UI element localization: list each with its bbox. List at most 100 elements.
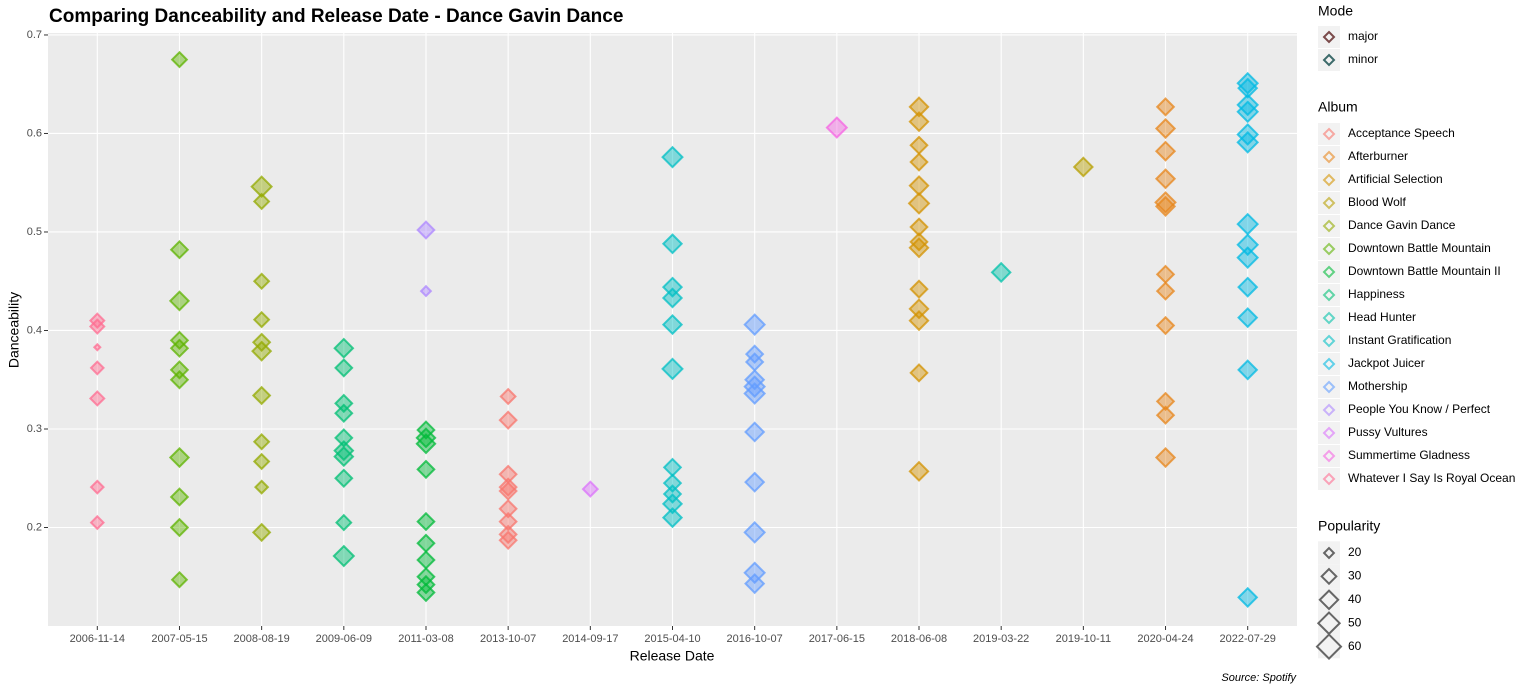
point bbox=[251, 340, 273, 362]
legend-label: 40 bbox=[1348, 592, 1362, 606]
point bbox=[498, 499, 518, 519]
x-tick-label: 2019-10-11 bbox=[1056, 633, 1111, 645]
legend-label: 30 bbox=[1348, 569, 1362, 583]
point bbox=[909, 279, 929, 299]
x-tick-label: 2009-06-09 bbox=[316, 633, 372, 645]
point bbox=[334, 403, 354, 423]
point bbox=[253, 479, 270, 495]
point bbox=[252, 433, 271, 451]
legend-label: major bbox=[1348, 29, 1378, 43]
point bbox=[743, 561, 767, 585]
point bbox=[908, 96, 930, 118]
point bbox=[744, 573, 766, 595]
point bbox=[332, 544, 356, 568]
legend-key bbox=[1318, 376, 1340, 398]
point bbox=[1155, 281, 1176, 301]
point bbox=[92, 342, 102, 352]
point bbox=[661, 276, 684, 298]
point bbox=[415, 433, 437, 455]
point bbox=[169, 239, 190, 260]
legend-symbol bbox=[1322, 546, 1336, 560]
point bbox=[908, 460, 930, 482]
legend-key bbox=[1318, 146, 1340, 168]
x-tick-label: 2008-08-19 bbox=[234, 633, 290, 645]
point bbox=[88, 390, 106, 407]
point bbox=[170, 570, 189, 589]
x-tick-label: 2020-04-24 bbox=[1137, 633, 1193, 645]
point bbox=[662, 473, 683, 493]
point bbox=[661, 493, 684, 515]
point bbox=[89, 514, 105, 531]
point bbox=[744, 369, 766, 391]
point bbox=[334, 358, 354, 378]
legend-label: Downtown Battle Mountain bbox=[1348, 241, 1491, 255]
legend-symbol bbox=[1318, 589, 1340, 611]
point bbox=[743, 313, 767, 336]
point bbox=[908, 111, 930, 133]
legend-label: Acceptance Speech bbox=[1348, 126, 1455, 140]
point bbox=[825, 116, 849, 139]
legend-symbol bbox=[1322, 357, 1336, 371]
legend-label: Whatever I Say Is Royal Ocean bbox=[1348, 471, 1515, 485]
x-tick-label: 2015-04-10 bbox=[644, 633, 700, 645]
legend-symbol bbox=[1322, 265, 1336, 279]
point bbox=[1154, 446, 1177, 469]
x-tick-label: 2011-03-08 bbox=[398, 633, 453, 645]
x-tick-label: 2019-03-22 bbox=[973, 633, 1029, 645]
point bbox=[498, 524, 518, 545]
point bbox=[909, 152, 929, 172]
point bbox=[169, 360, 190, 380]
y-tick-label: 0.3 bbox=[27, 423, 42, 435]
legend-label: 50 bbox=[1348, 615, 1362, 629]
point bbox=[907, 192, 931, 215]
legend-label: Afterburner bbox=[1348, 149, 1408, 163]
point bbox=[168, 446, 191, 469]
point bbox=[908, 237, 930, 259]
point bbox=[334, 468, 354, 488]
point bbox=[744, 421, 766, 443]
point bbox=[334, 393, 354, 414]
point bbox=[498, 410, 518, 430]
point bbox=[990, 261, 1012, 283]
legend-label: Summertime Gladness bbox=[1348, 448, 1470, 462]
x-tick-label: 2017-06-15 bbox=[809, 633, 865, 645]
point bbox=[743, 375, 767, 398]
legend-key bbox=[1318, 399, 1340, 421]
legend-key bbox=[1318, 353, 1340, 375]
legend-symbol bbox=[1322, 127, 1336, 141]
legend-label: minor bbox=[1348, 52, 1378, 66]
legend-symbol bbox=[1322, 288, 1336, 302]
legend-key bbox=[1318, 541, 1340, 565]
point bbox=[170, 50, 189, 69]
legend-key bbox=[1318, 192, 1340, 214]
point bbox=[333, 440, 355, 462]
legend-title: Album bbox=[1318, 99, 1358, 115]
legend-key bbox=[1318, 422, 1340, 444]
legend-label: Mothership bbox=[1348, 379, 1408, 393]
point bbox=[909, 217, 929, 237]
point bbox=[1237, 276, 1259, 298]
x-tick-label: 2014-09-17 bbox=[562, 633, 618, 645]
legend-symbol bbox=[1322, 472, 1336, 486]
legend-symbol bbox=[1315, 633, 1343, 661]
x-tick-label: 2013-10-07 bbox=[480, 633, 536, 645]
legend-key bbox=[1318, 49, 1340, 71]
legend-symbol bbox=[1322, 242, 1336, 256]
point bbox=[498, 511, 518, 532]
point bbox=[581, 480, 600, 498]
point bbox=[1154, 140, 1177, 162]
legend-key bbox=[1318, 261, 1340, 283]
point bbox=[1155, 405, 1176, 425]
legend-label: Instant Gratification bbox=[1348, 333, 1451, 347]
legend-key bbox=[1318, 588, 1340, 612]
legend-label: Happiness bbox=[1348, 287, 1405, 301]
legend-key bbox=[1318, 215, 1340, 237]
legend-label: Blood Wolf bbox=[1348, 195, 1406, 209]
legend-label: 20 bbox=[1348, 545, 1362, 559]
legend-label: Artificial Selection bbox=[1348, 172, 1443, 186]
point bbox=[1155, 97, 1176, 117]
point bbox=[89, 360, 105, 376]
y-tick-label: 0.7 bbox=[27, 29, 42, 41]
legend-key bbox=[1318, 26, 1340, 48]
